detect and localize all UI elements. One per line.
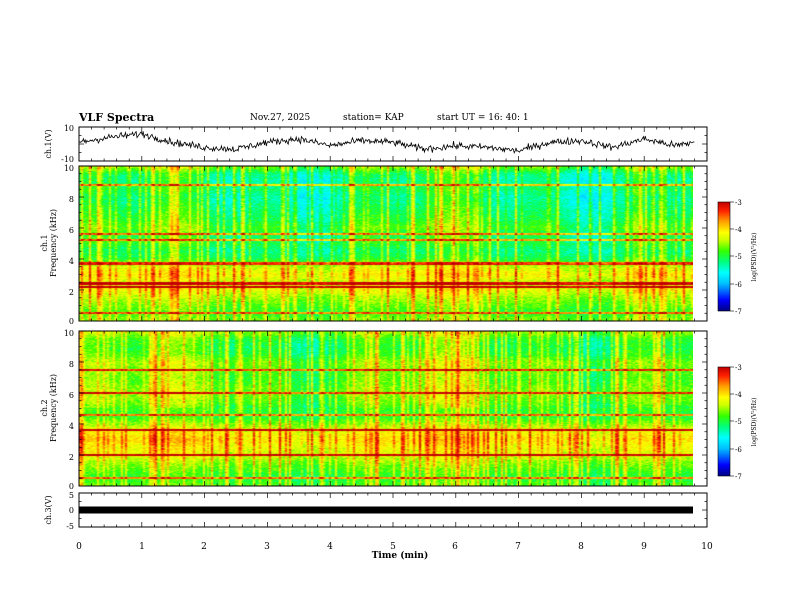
xtick-5: 5 <box>390 542 396 552</box>
ch1-spec-ytick-0: 0 <box>69 317 74 326</box>
ch1-cbar-tick-m7: -7 <box>735 308 742 316</box>
ch2-spec-ytick-8: 8 <box>69 360 74 369</box>
station-label: station= KAP <box>343 113 404 123</box>
x-tick-labels: 0 1 2 3 4 5 6 7 8 9 10 <box>76 542 713 552</box>
ch1-cbar-tick-m6: -6 <box>735 281 742 289</box>
ch2-colorbar-gradient <box>717 366 731 477</box>
xtick-3: 3 <box>264 542 270 552</box>
ch2-spec-channel-label: ch.2Frequency (kHz) <box>40 374 58 442</box>
start-time-label: start UT = 16: 40: 1 <box>437 113 529 123</box>
ch2-cbar-tick-m7: -7 <box>735 473 742 481</box>
ch2-spectrogram-image <box>79 331 693 486</box>
ch2-cbar-tick-m6: -6 <box>735 446 742 454</box>
ch1-colorbar: -3 -4 -5 -6 -7 log(PSD)(V²/Hz) <box>717 199 758 316</box>
xtick-10: 10 <box>701 542 713 552</box>
date-label: Nov.27, 2025 <box>250 113 311 123</box>
ch1-cbar-tick-m4: -4 <box>735 226 742 234</box>
xtick-8: 8 <box>578 542 584 552</box>
ch1-waveform-line <box>78 130 695 154</box>
ch2-spec-ytick-6: 6 <box>69 391 74 400</box>
ch2-cbar-tick-m5: -5 <box>735 418 742 426</box>
ch1-ytick-top: 10 <box>64 124 74 133</box>
ch2-spec-ytick-0: 0 <box>69 482 74 491</box>
ch2-cbar-tick-m4: -4 <box>735 391 742 399</box>
xtick-0: 0 <box>76 542 82 552</box>
ch1-y-label: ch.1(V) <box>44 129 53 158</box>
ch1-spec-ytick-2: 2 <box>69 288 74 297</box>
xtick-4: 4 <box>327 542 333 552</box>
ch1-colorbar-gradient <box>717 201 731 312</box>
ch2-spec-ytick-2: 2 <box>69 453 74 462</box>
ch1-spec-ytick-10: 10 <box>64 164 74 173</box>
ch3-y-label: ch.3(V) <box>44 495 53 524</box>
chart-title: VLF Spectra <box>79 111 155 124</box>
ch1-ytick-bottom: -10 <box>61 155 74 164</box>
ch1-spec-ytick-8: 8 <box>69 195 74 204</box>
ch3-ytick-m5: -5 <box>66 522 74 531</box>
ch1-spec-ytick-6: 6 <box>69 226 74 235</box>
ch3-ytick-5: 5 <box>69 491 74 500</box>
xtick-7: 7 <box>515 542 521 552</box>
xtick-9: 9 <box>641 542 647 552</box>
ch1-spec-ytick-4: 4 <box>69 257 74 266</box>
ch2-colorbar-label: log(PSD)(V²/Hz) <box>751 398 758 447</box>
ch1-spec-channel-label: ch.1Frequency (kHz) <box>40 209 58 277</box>
ch1-cbar-tick-m3: -3 <box>735 199 742 207</box>
axis-ticks <box>78 126 708 528</box>
xtick-6: 6 <box>452 542 458 552</box>
xtick-1: 1 <box>139 542 145 552</box>
xtick-2: 2 <box>201 542 207 552</box>
ch2-colorbar: -3 -4 -5 -6 -7 log(PSD)(V²/Hz) <box>717 364 758 481</box>
ch3-voltage-trace <box>79 506 693 514</box>
ch2-cbar-tick-m3: -3 <box>735 364 742 372</box>
x-axis-label: Time (min) <box>372 550 429 561</box>
ch3-ytick-0: 0 <box>69 506 74 515</box>
ch1-colorbar-label: log(PSD)(V²/Hz) <box>751 233 758 282</box>
ch1-cbar-tick-m5: -5 <box>735 253 742 261</box>
ch1-spectrogram-image <box>79 166 693 321</box>
ch2-spec-ytick-4: 4 <box>69 422 74 431</box>
ch2-spec-ytick-10: 10 <box>64 329 74 338</box>
